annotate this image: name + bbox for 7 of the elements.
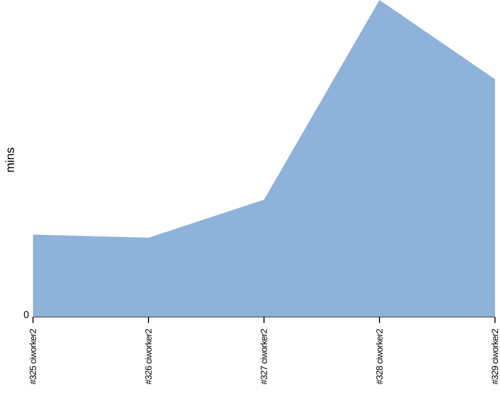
y-axis-title: mins xyxy=(3,147,17,173)
x-tick-label: #328 ciworker2 xyxy=(374,328,384,384)
x-tick-label: #327 ciworker2 xyxy=(259,328,269,384)
x-tick-label: #329 ciworker2 xyxy=(490,328,500,384)
text: 0 xyxy=(23,310,29,322)
x-tick-label: #325 ciworker2 xyxy=(28,328,38,384)
x-tick-label: #326 ciworker2 xyxy=(144,328,154,384)
